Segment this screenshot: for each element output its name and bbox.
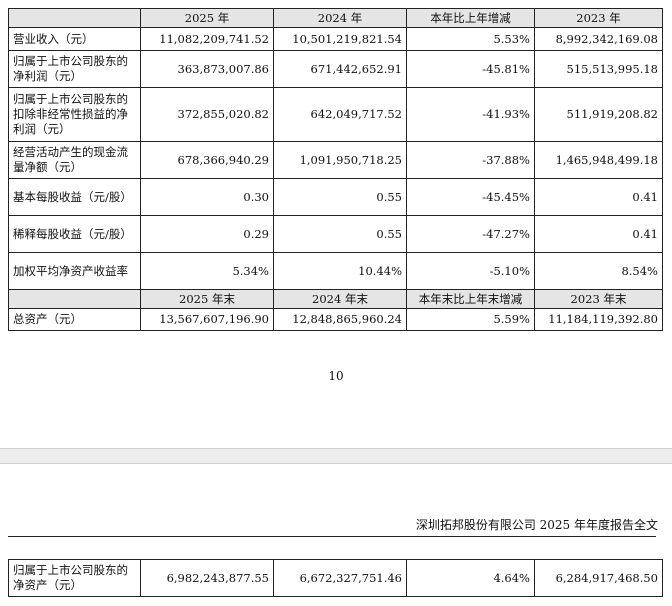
table-row: 归属于上市公司股东的净利润（元） 363,873,007.86 671,442,… <box>8 50 663 88</box>
header-cell-2025: 2025 年 <box>140 8 274 28</box>
value-2023: 1,465,948,499.18 <box>534 141 663 179</box>
table-row: 归属于上市公司股东的净资产（元） 6,982,243,877.55 6,672,… <box>8 559 663 597</box>
header-cell <box>8 289 141 309</box>
table-row: 基本每股收益（元/股） 0.30 0.55 -45.45% 0.41 <box>8 178 663 216</box>
value-change: -45.45% <box>406 178 535 216</box>
value-change: -5.10% <box>406 252 535 290</box>
value-change: 5.53% <box>406 27 535 51</box>
value-2024: 0.55 <box>273 178 407 216</box>
page-break-band <box>0 448 672 464</box>
net-assets-table: 归属于上市公司股东的净资产（元） 6,982,243,877.55 6,672,… <box>8 559 663 597</box>
value-2024: 12,848,865,960.24 <box>273 308 407 331</box>
header-rule <box>8 536 656 537</box>
value-2023: 0.41 <box>534 215 663 253</box>
row-label: 经营活动产生的现金流量净额（元） <box>8 141 141 179</box>
row-label: 归属于上市公司股东的净资产（元） <box>8 559 141 597</box>
page-number: 10 <box>328 369 344 383</box>
value-change: 4.64% <box>406 559 535 597</box>
row-label: 归属于上市公司股东的净利润（元） <box>8 50 141 88</box>
value-2025: 372,855,020.82 <box>140 87 274 142</box>
table-row: 稀释每股收益（元/股） 0.29 0.55 -47.27% 0.41 <box>8 215 663 253</box>
table-row: 总资产（元） 13,567,607,196.90 12,848,865,960.… <box>8 308 663 331</box>
value-2023: 515,513,995.18 <box>534 50 663 88</box>
value-change: -45.81% <box>406 50 535 88</box>
table-header-row: 2025 年 2024 年 本年比上年增减 2023 年 <box>8 8 663 28</box>
table-subheader-row: 2025 年末 2024 年末 本年末比上年末增减 2023 年末 <box>8 289 663 309</box>
header-cell-2024-end: 2024 年末 <box>273 289 407 309</box>
table-row: 加权平均净资产收益率 5.34% 10.44% -5.10% 8.54% <box>8 252 663 290</box>
value-2024: 671,442,652.91 <box>273 50 407 88</box>
row-label: 基本每股收益（元/股） <box>8 178 141 216</box>
value-2024: 6,672,327,751.46 <box>273 559 407 597</box>
value-2023: 0.41 <box>534 178 663 216</box>
value-change: -37.88% <box>406 141 535 179</box>
row-label: 稀释每股收益（元/股） <box>8 215 141 253</box>
header-cell-2023-end: 2023 年末 <box>534 289 663 309</box>
header-cell-2025-end: 2025 年末 <box>140 289 274 309</box>
value-2023: 511,919,208.82 <box>534 87 663 142</box>
value-2023: 11,184,119,392.80 <box>534 308 663 331</box>
header-cell-2023: 2023 年 <box>534 8 663 28</box>
value-2024: 642,049,717.52 <box>273 87 407 142</box>
financial-indicators-table: 2025 年 2024 年 本年比上年增减 2023 年 营业收入（元） 11,… <box>8 8 663 331</box>
value-change: -41.93% <box>406 87 535 142</box>
value-change: 5.59% <box>406 308 535 331</box>
value-2023: 6,284,917,468.50 <box>534 559 663 597</box>
row-label: 加权平均净资产收益率 <box>8 252 141 290</box>
row-label: 归属于上市公司股东的扣除非经常性损益的净利润（元） <box>8 87 141 142</box>
value-2025: 363,873,007.86 <box>140 50 274 88</box>
value-2023: 8,992,342,169.08 <box>534 27 663 51</box>
value-2024: 10.44% <box>273 252 407 290</box>
row-label: 营业收入（元） <box>8 27 141 51</box>
running-header: 深圳拓邦股份有限公司 2025 年年度报告全文 <box>415 518 658 532</box>
value-2024: 10,501,219,821.54 <box>273 27 407 51</box>
header-cell <box>8 8 141 28</box>
table-row: 归属于上市公司股东的扣除非经常性损益的净利润（元） 372,855,020.82… <box>8 87 663 142</box>
row-label: 总资产（元） <box>8 308 141 331</box>
value-2023: 8.54% <box>534 252 663 290</box>
value-2025: 0.30 <box>140 178 274 216</box>
value-2025: 6,982,243,877.55 <box>140 559 274 597</box>
value-2024: 0.55 <box>273 215 407 253</box>
value-change: -47.27% <box>406 215 535 253</box>
table-row: 营业收入（元） 11,082,209,741.52 10,501,219,821… <box>8 27 663 51</box>
value-2025: 678,366,940.29 <box>140 141 274 179</box>
header-cell-change: 本年比上年增减 <box>406 8 535 28</box>
header-cell-change-end: 本年末比上年末增减 <box>406 289 535 309</box>
value-2025: 5.34% <box>140 252 274 290</box>
value-2025: 11,082,209,741.52 <box>140 27 274 51</box>
value-2024: 1,091,950,718.25 <box>273 141 407 179</box>
table-row: 经营活动产生的现金流量净额（元） 678,366,940.29 1,091,95… <box>8 141 663 179</box>
value-2025: 13,567,607,196.90 <box>140 308 274 331</box>
header-cell-2024: 2024 年 <box>273 8 407 28</box>
value-2025: 0.29 <box>140 215 274 253</box>
